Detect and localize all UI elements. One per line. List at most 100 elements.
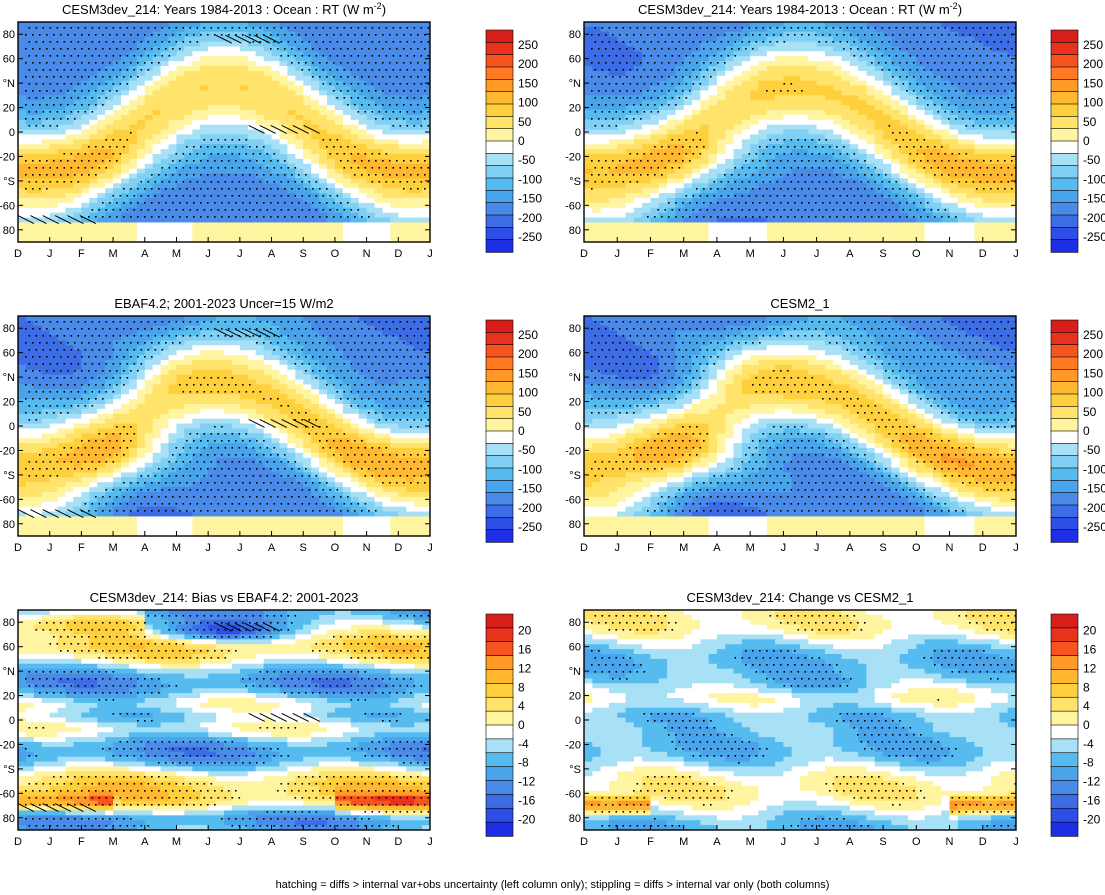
heatmap-cell [152, 198, 162, 204]
heatmap-cell [916, 70, 926, 77]
heatmap-cell [136, 124, 146, 131]
stipple-dot [56, 55, 59, 57]
heatmap-cell [311, 212, 320, 219]
stipple-dot [364, 69, 367, 71]
heatmap-cell [350, 119, 360, 126]
heatmap-cell [808, 129, 818, 136]
heatmap-cell [168, 237, 178, 242]
stipple-dot [368, 174, 370, 176]
heatmap-cell [113, 237, 122, 242]
heatmap-cell [414, 158, 423, 165]
heatmap-cell [160, 237, 170, 242]
stipple-dot [357, 27, 360, 29]
heatmap-cell [200, 70, 209, 77]
stipple-dot [119, 139, 122, 141]
heatmap-cell [625, 36, 635, 43]
stipple-dot [88, 146, 90, 148]
heatmap-cell [113, 110, 122, 116]
heatmap-cell [208, 41, 217, 48]
heatmap-cell [366, 183, 376, 189]
heatmap-cell [708, 154, 718, 160]
heatmap-cell [73, 173, 82, 180]
heatmap-cell [766, 154, 776, 160]
stipple-dot [333, 76, 335, 78]
stipple-dot [189, 167, 192, 169]
heatmap-cell [208, 90, 217, 96]
heatmap-cell [216, 144, 225, 150]
heatmap-cell [783, 114, 793, 121]
stipple-dot [28, 83, 31, 85]
heatmap-cell [279, 61, 288, 67]
heatmap-cell [833, 154, 843, 160]
heatmap-cell [398, 66, 407, 72]
heatmap-cell [334, 56, 344, 62]
stipple-dot [203, 139, 206, 141]
heatmap-cell [414, 202, 423, 209]
heatmap-cell [422, 193, 430, 199]
stipple-dot [172, 174, 174, 176]
heatmap-cell [105, 178, 114, 184]
heatmap-cell [152, 149, 162, 155]
heatmap-cell [128, 183, 138, 189]
stipple-dot [39, 76, 41, 78]
heatmap-cell [750, 110, 760, 116]
heatmap-cell [89, 70, 98, 77]
heatmap-cell [642, 100, 652, 106]
stipple-dot [133, 195, 136, 197]
heatmap-cell [858, 70, 868, 77]
heatmap-cell [216, 202, 225, 209]
heatmap-cell [390, 129, 399, 136]
heatmap-cell [57, 90, 67, 96]
stipple-dot [382, 48, 384, 50]
heatmap-cell [608, 51, 618, 57]
heatmap-cell [176, 193, 185, 199]
heatmap-cell [650, 85, 660, 92]
stipple-dot [424, 48, 426, 50]
heatmap-cell [200, 80, 209, 87]
heatmap-cell [592, 163, 602, 170]
heatmap-cell [89, 217, 98, 224]
heatmap-cell [279, 51, 288, 57]
heatmap-cell [683, 134, 693, 140]
heatmap-cell [366, 70, 376, 77]
heatmap-cell [932, 129, 942, 136]
heatmap-cell [874, 139, 884, 145]
heatmap-cell [255, 154, 265, 160]
heatmap-cell [208, 129, 217, 136]
stipple-dot [329, 153, 332, 155]
heatmap-cell [33, 36, 43, 43]
heatmap-cell [725, 124, 735, 131]
heatmap-cell [121, 66, 130, 72]
heatmap-cell [216, 168, 225, 175]
heatmap-cell [33, 173, 43, 180]
heatmap-cell [733, 70, 743, 77]
stipple-dot [49, 41, 52, 43]
stipple-dot [315, 181, 318, 183]
heatmap-cell [263, 173, 273, 180]
heatmap-cell [57, 217, 67, 224]
heatmap-cell [633, 154, 643, 160]
heatmap-cell [231, 139, 241, 145]
colorbar-label: -50 [518, 153, 536, 167]
stipple-dot [403, 174, 405, 176]
stipple-dot [123, 146, 125, 148]
heatmap-cell [160, 217, 170, 224]
heatmap-cell [263, 95, 273, 101]
heatmap-cell [279, 217, 288, 224]
heatmap-cell [41, 95, 51, 101]
heatmap-cell [89, 178, 98, 184]
heatmap-cell [991, 110, 1000, 116]
heatmap-cell [891, 90, 901, 96]
heatmap-cell [152, 61, 162, 67]
stipple-dot [189, 41, 192, 43]
heatmap-cell [608, 70, 618, 77]
stipple-dot [347, 202, 349, 204]
heatmap-cell [716, 149, 726, 155]
stipple-dot [270, 174, 272, 176]
stipple-dot [378, 153, 381, 155]
heatmap-cell [271, 237, 281, 242]
heatmap-cell [303, 105, 312, 111]
heatmap-cell [683, 95, 693, 101]
stipple-dot [406, 167, 409, 169]
